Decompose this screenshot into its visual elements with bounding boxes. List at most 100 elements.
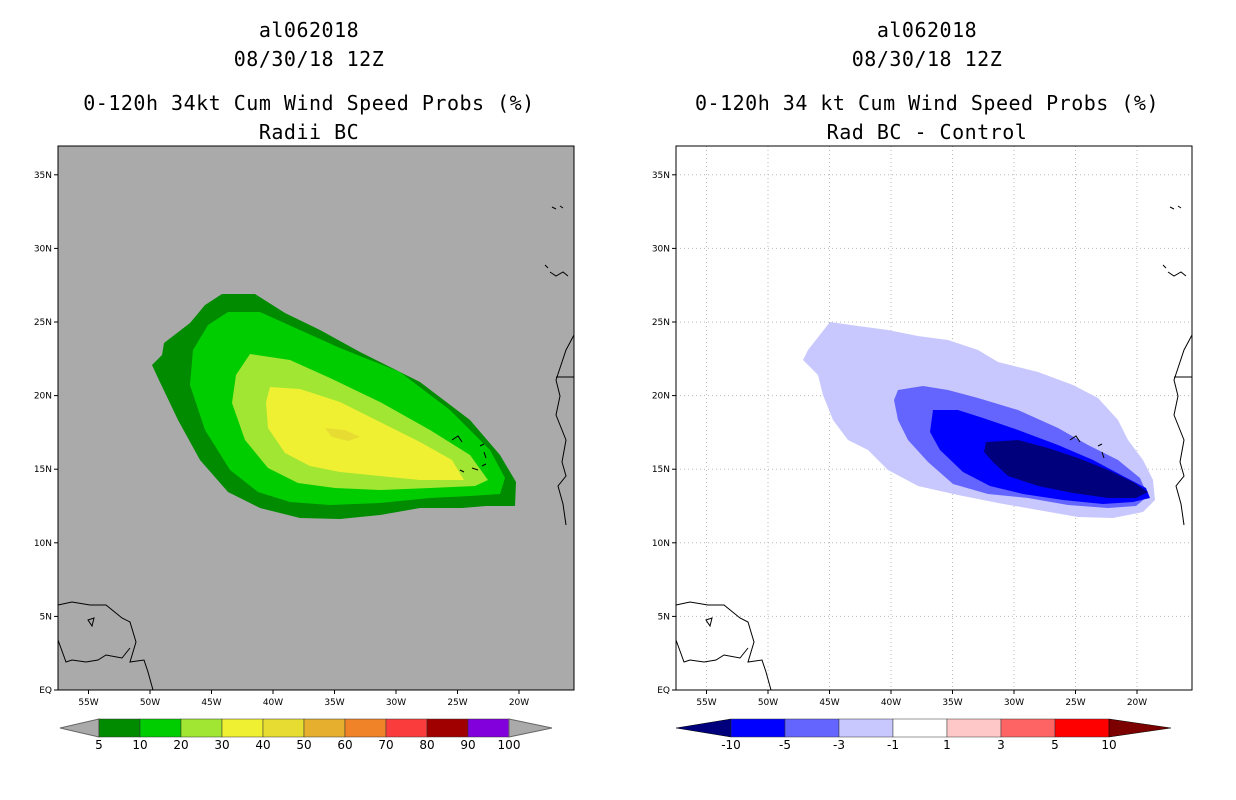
lon-label: 30W bbox=[1004, 698, 1024, 708]
panel-subtitle: Rad BC - Control bbox=[826, 120, 1028, 144]
panel-title: 0-120h 34kt Cum Wind Speed Probs (%) bbox=[83, 91, 535, 115]
lat-label: EQ bbox=[39, 686, 52, 696]
colorbar-swatch bbox=[139, 718, 182, 738]
south-america-coast bbox=[57, 601, 154, 691]
cape-verde bbox=[1069, 435, 1105, 459]
cape-verde bbox=[451, 435, 487, 473]
lon-label: 20W bbox=[509, 698, 529, 708]
probability-panel: al062018 08/30/18 12Z 0-120h 34kt Cum Wi… bbox=[34, 18, 575, 752]
colorbar-label: 60 bbox=[337, 738, 352, 752]
lon-label: 55W bbox=[78, 698, 98, 708]
colorbar-label: 5 bbox=[95, 738, 103, 752]
colorbar-swatch bbox=[1054, 718, 1110, 738]
colorbar: -10 -5 -3 -1 1 3 5 10 bbox=[675, 718, 1172, 752]
colorbar-label: 90 bbox=[460, 738, 475, 752]
coastlines bbox=[675, 205, 1193, 691]
colorbar-label: 10 bbox=[1101, 738, 1116, 752]
lat-label: 15N bbox=[652, 465, 670, 475]
contour-minus-10 bbox=[984, 440, 1148, 498]
colorbar-label: 10 bbox=[132, 738, 147, 752]
colorbar-label: 40 bbox=[255, 738, 270, 752]
lat-label: 15N bbox=[34, 465, 52, 475]
lat-label: 20N bbox=[652, 392, 670, 402]
lat-label: EQ bbox=[657, 686, 670, 696]
guiana-coast bbox=[57, 639, 131, 663]
storm-id: al062018 bbox=[876, 18, 978, 42]
colorbar-swatch bbox=[385, 718, 428, 738]
colorbar-swatch bbox=[98, 718, 141, 738]
lat-label: 25N bbox=[34, 318, 52, 328]
lon-label: 45W bbox=[201, 698, 221, 708]
colorbar-label: -3 bbox=[833, 738, 845, 752]
lon-label: 35W bbox=[942, 698, 962, 708]
madeira bbox=[1169, 205, 1182, 210]
lon-label: 50W bbox=[758, 698, 778, 708]
colorbar-label: -5 bbox=[779, 738, 791, 752]
canary-islands bbox=[1162, 264, 1187, 277]
lat-label: 30N bbox=[652, 244, 670, 254]
datetime: 08/30/18 12Z bbox=[851, 47, 1003, 71]
lon-label: 25W bbox=[1065, 698, 1085, 708]
colorbar-label: 80 bbox=[419, 738, 434, 752]
contour-30 bbox=[266, 387, 464, 480]
panel-subtitle: Radii BC bbox=[258, 120, 360, 144]
map-axes: 35N 30N 25N 20N 15N 10N 5N EQ 55W 50W 45W 40W 35W 30W… bbox=[34, 171, 529, 708]
lat-label: 30N bbox=[34, 244, 52, 254]
map-axes: 35N 30N 25N 20N 15N 10N 5N EQ 55W 50W 45W 40W 35W 30W… bbox=[652, 171, 1147, 708]
colorbar-label: 1 bbox=[943, 738, 951, 752]
colorbar-label: 100 bbox=[498, 738, 521, 752]
colorbar-swatch bbox=[180, 718, 223, 738]
contour-40 bbox=[325, 428, 360, 441]
map-frame bbox=[57, 145, 575, 691]
lon-label: 40W bbox=[263, 698, 283, 708]
lat-label: 10N bbox=[34, 539, 52, 549]
colorbar-label: 50 bbox=[296, 738, 311, 752]
lat-label: 20N bbox=[34, 392, 52, 402]
colorbar-extend-low bbox=[59, 718, 100, 738]
canary-islands bbox=[544, 264, 569, 277]
colorbar-extend-high bbox=[1108, 718, 1172, 738]
africa-coast bbox=[1173, 334, 1193, 526]
colorbar-extend-low bbox=[675, 718, 732, 738]
colorbar-extend-high bbox=[508, 718, 553, 738]
island bbox=[87, 617, 95, 628]
lat-label: 25N bbox=[652, 318, 670, 328]
africa-coast bbox=[555, 334, 575, 526]
colorbar-swatch bbox=[426, 718, 469, 738]
guiana-coast bbox=[675, 639, 749, 663]
colorbar-label: 70 bbox=[378, 738, 393, 752]
difference-panel: al062018 08/30/18 12Z 0-120h 34 kt Cum W… bbox=[618, 0, 1236, 800]
lon-label: 50W bbox=[140, 698, 160, 708]
lon-label: 45W bbox=[819, 698, 839, 708]
colorbar-swatch bbox=[892, 718, 948, 738]
madeira bbox=[551, 205, 564, 210]
colorbar: 5 10 20 30 40 50 60 70 80 90 100 bbox=[59, 718, 553, 752]
colorbar-swatch bbox=[730, 718, 786, 738]
probability-map: 35N 30N 25N 20N 15N 10N 5N EQ 55W 50W 45W 40W 35W 30W… bbox=[34, 145, 575, 752]
colorbar-swatch bbox=[946, 718, 1002, 738]
map-frame bbox=[675, 145, 1193, 691]
difference-map: 35N 30N 25N 20N 15N 10N 5N EQ 55W 50W 45W 40W 35W 30W… bbox=[652, 145, 1193, 752]
lon-label: 20W bbox=[1127, 698, 1147, 708]
storm-id: al062018 bbox=[258, 18, 360, 42]
colorbar-label: -1 bbox=[887, 738, 899, 752]
datetime: 08/30/18 12Z bbox=[233, 47, 385, 71]
colorbar-swatch bbox=[303, 718, 346, 738]
colorbar-swatch bbox=[344, 718, 387, 738]
colorbar-label: 20 bbox=[173, 738, 188, 752]
colorbar-label: 5 bbox=[1051, 738, 1059, 752]
lat-label: 10N bbox=[652, 539, 670, 549]
colorbar-swatch bbox=[262, 718, 305, 738]
island bbox=[705, 617, 713, 628]
coastlines bbox=[57, 205, 575, 691]
lat-label: 35N bbox=[34, 171, 52, 181]
lon-label: 40W bbox=[881, 698, 901, 708]
lat-label: 35N bbox=[652, 171, 670, 181]
panel-title: 0-120h 34 kt Cum Wind Speed Probs (%) bbox=[694, 91, 1160, 115]
probability-contours bbox=[152, 294, 516, 519]
lat-label: 5N bbox=[40, 612, 52, 622]
lon-label: 25W bbox=[447, 698, 467, 708]
south-america-coast bbox=[675, 601, 772, 691]
colorbar-swatch bbox=[1000, 718, 1056, 738]
lon-label: 30W bbox=[386, 698, 406, 708]
